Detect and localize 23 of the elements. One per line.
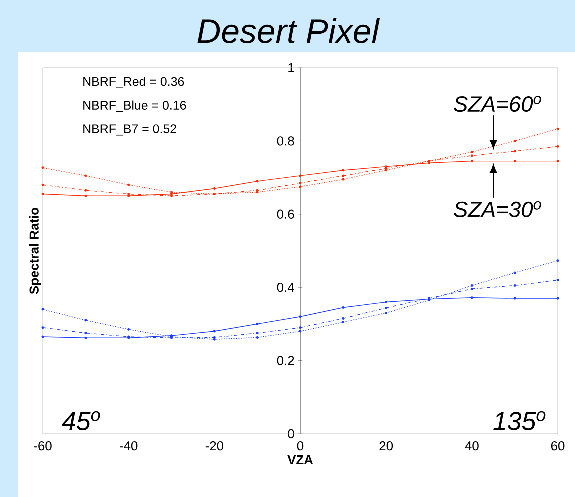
x-tick-label: -20 bbox=[206, 442, 224, 451]
x-tick-label: 20 bbox=[380, 442, 394, 451]
y-tick-label: 0.6 bbox=[277, 210, 294, 219]
x-tick-label: -60 bbox=[34, 442, 52, 451]
y-tick-label: 0 bbox=[288, 429, 294, 439]
y-tick-label: 1 bbox=[288, 64, 294, 72]
annotation: 135$^{o}$ bbox=[494, 411, 546, 430]
annotation: NBRF_B7 = 0.52 bbox=[84, 124, 176, 136]
annotation: SZA=30$^{o}$ bbox=[454, 201, 542, 218]
annotation: NBRF_Blue = 0.16 bbox=[84, 100, 186, 112]
y-tick-label: 0.8 bbox=[277, 136, 294, 146]
x-tick-label: 40 bbox=[465, 442, 479, 451]
annotation: SZA=60$^{o}$ bbox=[454, 96, 542, 112]
y-tick-label: 0.2 bbox=[277, 356, 294, 366]
chart-title: Desert Pixel bbox=[198, 18, 380, 44]
y-tick-label: 0.4 bbox=[277, 283, 294, 292]
annotation: NBRF_Red = 0.36 bbox=[84, 76, 184, 88]
x-axis-title: VZA bbox=[288, 456, 314, 464]
x-tick-label: 0 bbox=[297, 442, 304, 451]
x-tick-label: -40 bbox=[120, 442, 138, 451]
x-tick-label: 60 bbox=[551, 442, 565, 451]
annotation: 45$^{o}$ bbox=[62, 411, 100, 430]
y-axis-title: Spectral Ratio bbox=[29, 208, 42, 294]
